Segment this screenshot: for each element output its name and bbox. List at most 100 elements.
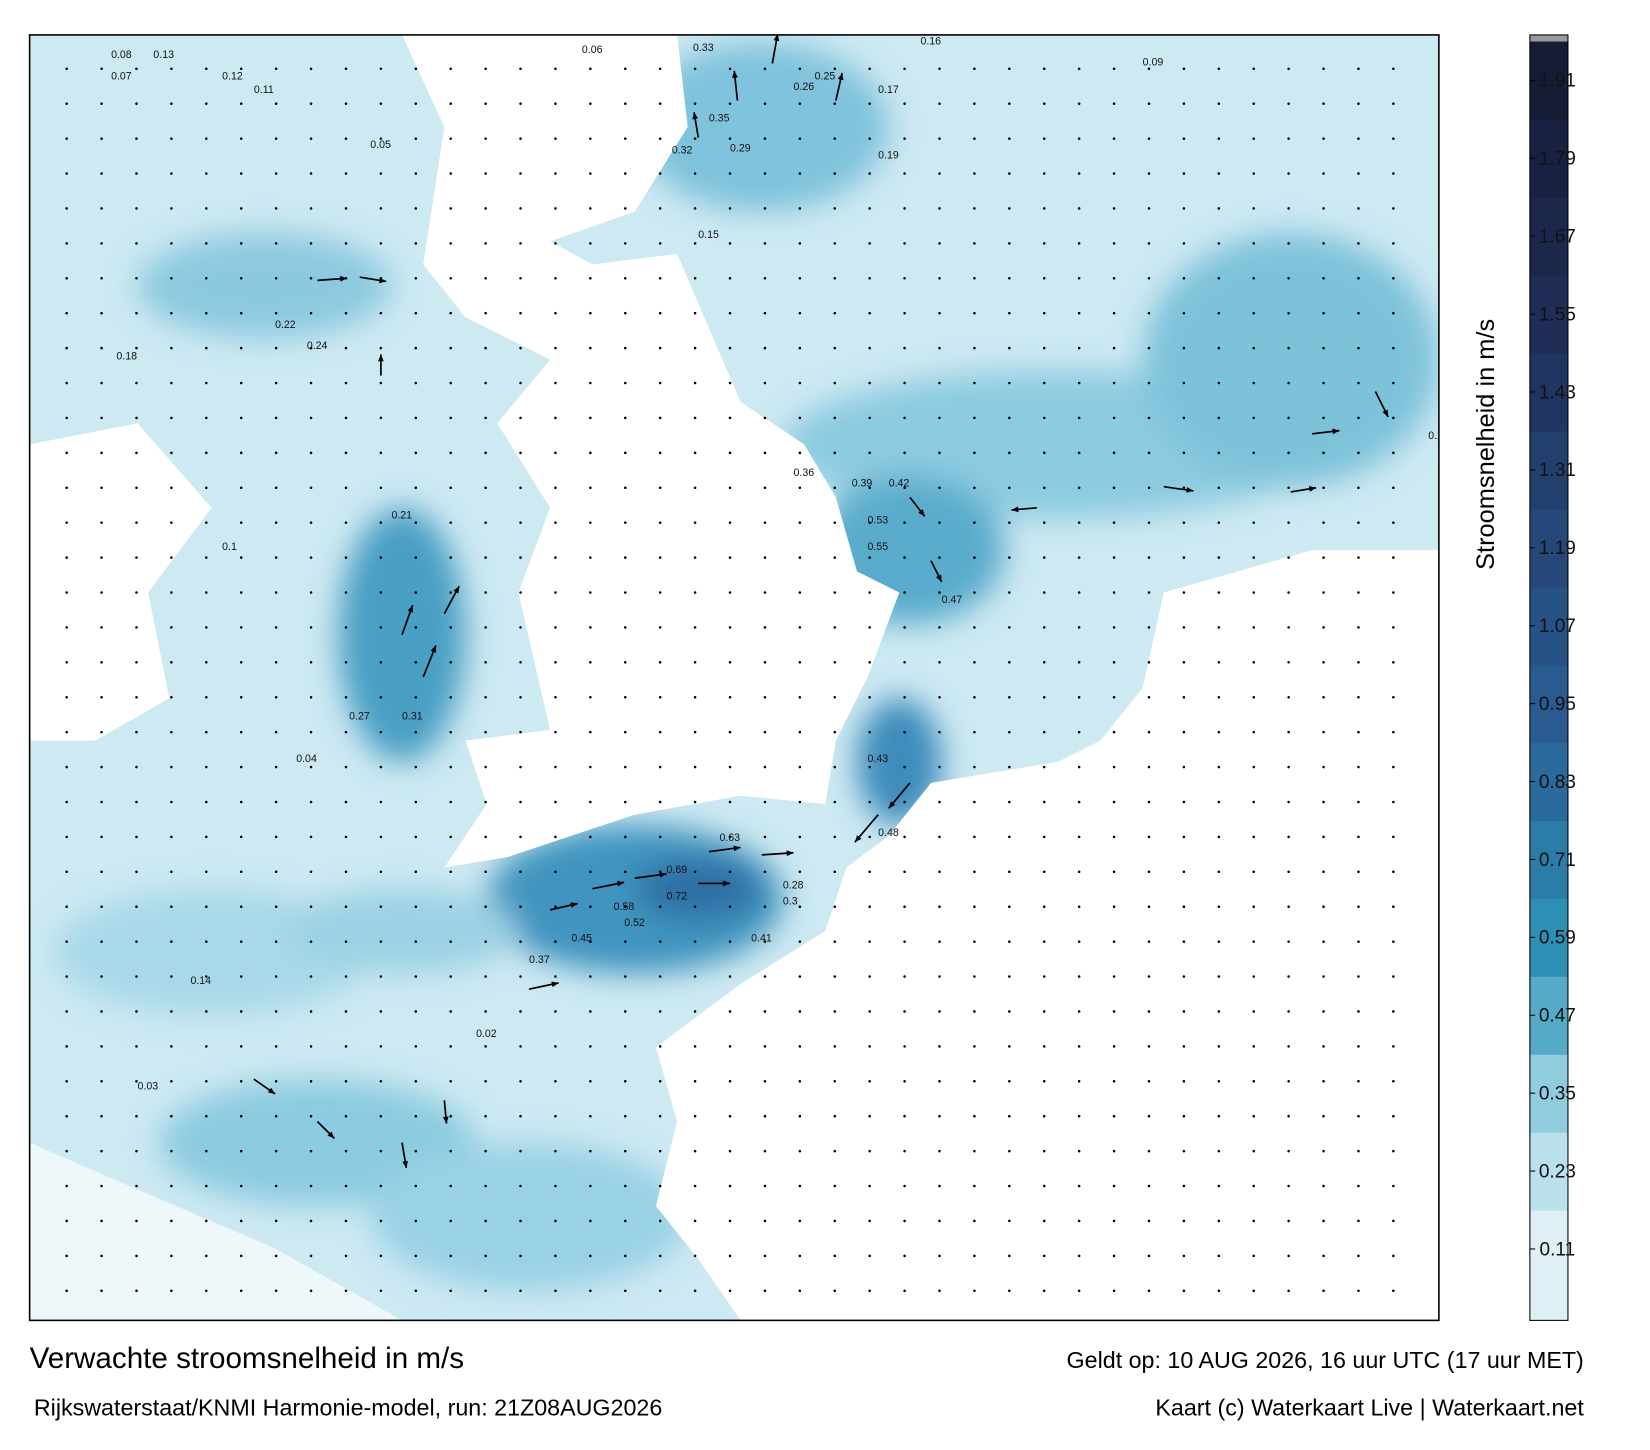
vector-dot xyxy=(1322,102,1325,105)
vector-dot xyxy=(274,1149,278,1153)
vector-dot xyxy=(1112,1254,1116,1258)
vector-dot xyxy=(798,730,802,734)
vector-dot xyxy=(1252,451,1255,455)
vector-dot xyxy=(239,661,243,664)
vector-dot xyxy=(484,975,487,978)
vector-dot xyxy=(484,1219,487,1223)
vector-dot xyxy=(798,67,802,71)
vector-dot xyxy=(239,591,243,594)
vector-dot xyxy=(100,416,103,420)
vector-dot xyxy=(519,556,522,559)
vector-dot xyxy=(1287,451,1290,455)
vector-dot xyxy=(693,207,697,210)
vector-dot xyxy=(170,416,173,420)
vector-dot xyxy=(449,521,452,524)
vector-dot xyxy=(1147,1149,1151,1153)
credit: Kaart (c) Waterkaart Live | Waterkaart.n… xyxy=(1155,1395,1584,1421)
vector-dot xyxy=(484,1045,487,1048)
colorbar-band xyxy=(1529,197,1568,276)
vector-dot xyxy=(135,940,138,943)
arrow-head xyxy=(407,605,414,613)
vector-dot xyxy=(1322,1149,1325,1153)
vector-dot xyxy=(274,1114,278,1118)
vector-dot xyxy=(693,1114,697,1118)
vector-dot xyxy=(274,591,278,594)
vector-dot xyxy=(274,451,278,455)
vector-dot xyxy=(1217,451,1221,455)
vector-dot xyxy=(903,67,906,71)
vector-dot xyxy=(309,102,313,105)
vector-dot xyxy=(239,1289,243,1293)
vector-dot xyxy=(484,870,487,874)
vector-dot xyxy=(1112,1010,1116,1013)
vector-dot xyxy=(973,556,976,559)
vector-dot xyxy=(414,346,418,350)
vector-dot xyxy=(833,800,837,804)
map-label: 0.16 xyxy=(920,35,941,47)
vector-dot xyxy=(65,311,68,315)
vector-dot xyxy=(1112,311,1116,315)
vector-dot xyxy=(484,730,487,734)
vector-dot xyxy=(205,591,208,594)
map-label: 0.53 xyxy=(868,515,889,527)
vector-dot xyxy=(624,1254,627,1258)
vector-dot xyxy=(1042,661,1046,664)
vector-dot xyxy=(170,207,173,210)
vector-dot xyxy=(449,381,452,385)
vector-dot xyxy=(65,661,68,664)
vector-dot xyxy=(519,730,522,734)
vector-dot xyxy=(1392,102,1395,105)
vector-dot xyxy=(135,695,138,699)
vector-dot xyxy=(239,870,243,874)
vector-dot xyxy=(693,556,697,559)
vector-dot xyxy=(693,276,697,280)
vector-dot xyxy=(868,451,871,455)
vector-dot xyxy=(65,207,68,210)
vector-dot xyxy=(763,940,767,943)
vector-dot xyxy=(484,311,487,315)
colorbar-tick-label: 0.35 xyxy=(1539,1084,1576,1105)
vector-dot xyxy=(973,276,976,280)
vector-dot xyxy=(484,137,487,140)
vector-dot xyxy=(484,556,487,559)
vector-dot xyxy=(1042,1184,1046,1188)
vector-dot xyxy=(65,1045,68,1048)
map-label: 0.26 xyxy=(794,81,815,93)
vector-dot xyxy=(763,242,767,245)
vector-dot xyxy=(728,311,732,315)
vector-dot xyxy=(170,1184,173,1188)
vector-dot xyxy=(868,591,871,594)
arrow-head xyxy=(723,880,731,887)
vector-dot xyxy=(728,556,732,559)
vector-dot xyxy=(624,486,627,490)
vector-dot xyxy=(658,661,662,664)
vector-dot xyxy=(1042,591,1046,594)
map-label: 0.36 xyxy=(794,467,815,479)
vector-dot xyxy=(1008,730,1011,734)
vector-dot xyxy=(1182,730,1186,734)
vector-dot xyxy=(693,1045,697,1048)
vector-dot xyxy=(903,381,906,385)
vector-dot xyxy=(1252,521,1255,524)
vector-dot xyxy=(728,870,732,874)
vector-dot xyxy=(274,695,278,699)
vector-dot xyxy=(1252,67,1255,71)
map-label: 0.63 xyxy=(719,832,740,844)
vector-dot xyxy=(449,416,452,420)
vector-dot xyxy=(519,486,522,490)
vector-dot xyxy=(1147,486,1151,490)
arrow-head xyxy=(570,902,578,908)
vector-dot xyxy=(1217,67,1221,71)
vector-dot xyxy=(1217,1045,1221,1048)
colorbar-tick-label: 0.95 xyxy=(1539,694,1576,715)
vector-dot xyxy=(728,661,732,664)
vector-dot xyxy=(763,626,767,629)
vector-dot xyxy=(554,451,557,455)
vector-dot xyxy=(798,486,802,490)
vector-dot xyxy=(1042,102,1046,105)
vector-dot xyxy=(658,451,662,455)
vector-dot xyxy=(973,730,976,734)
vector-dot xyxy=(1392,730,1395,734)
vector-dot xyxy=(1357,416,1360,420)
